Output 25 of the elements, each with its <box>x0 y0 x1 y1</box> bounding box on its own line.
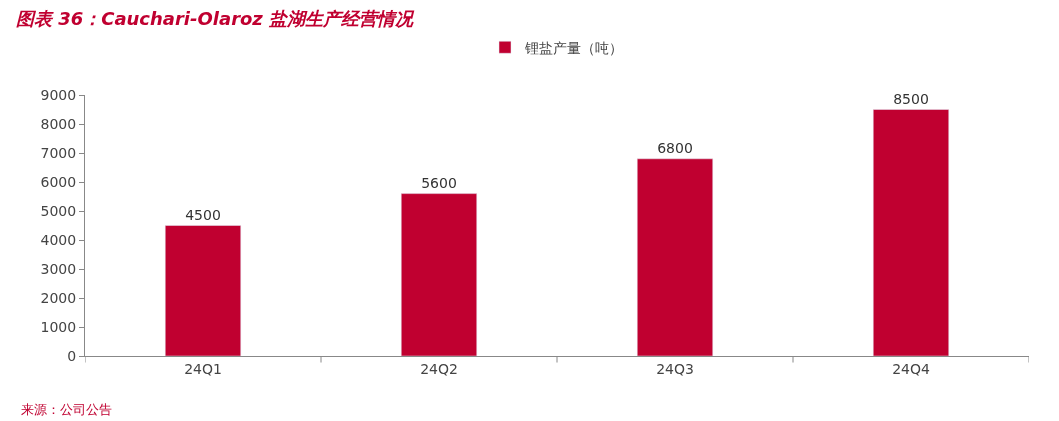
bar <box>636 158 714 356</box>
x-tick-label: 24Q1 <box>184 360 222 377</box>
bar <box>872 109 950 356</box>
y-tick-label: 5000 <box>40 202 77 219</box>
data-label: 6800 <box>657 139 693 156</box>
y-tick-label: 7000 <box>40 144 77 161</box>
y-tick-label: 2000 <box>40 289 77 306</box>
bar <box>164 225 242 356</box>
chart-title: 图表 36：Cauchari-Olaroz 盐湖生产经营情况 <box>15 8 416 30</box>
data-label: 8500 <box>893 90 929 107</box>
y-tick-label: 6000 <box>40 173 77 190</box>
x-tick-label: 24Q4 <box>892 360 930 377</box>
x-tick-label: 24Q2 <box>420 360 458 377</box>
y-tick-label: 8000 <box>40 115 77 132</box>
legend-label: 锂盐产量（吨） <box>524 39 623 56</box>
y-tick-label: 0 <box>67 347 77 364</box>
x-tick-label: 24Q3 <box>656 360 694 377</box>
data-label: 5600 <box>421 174 457 191</box>
bar <box>400 193 478 356</box>
y-tick-label: 3000 <box>40 260 77 277</box>
y-tick-label: 4000 <box>40 231 77 248</box>
y-tick-label: 1000 <box>40 318 77 335</box>
source-note: 来源：公司公告 <box>21 402 112 417</box>
data-label: 4500 <box>185 206 221 223</box>
y-tick-label: 9000 <box>40 86 77 103</box>
